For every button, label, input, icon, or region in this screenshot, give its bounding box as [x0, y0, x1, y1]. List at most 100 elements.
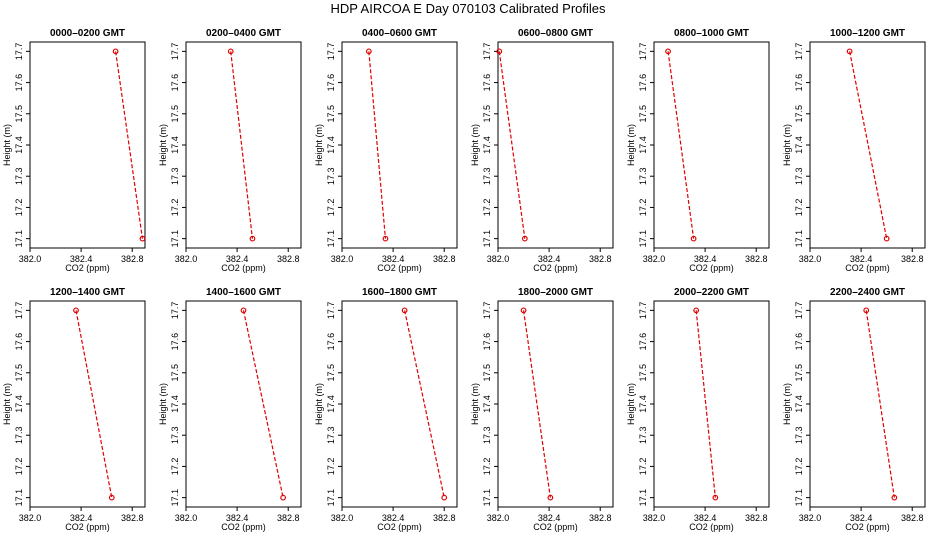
x-tick-label: 382.8 — [901, 513, 924, 523]
y-tick-label: 17.2 — [326, 199, 336, 217]
y-tick-label: 17.3 — [170, 167, 180, 185]
y-tick-label: 17.4 — [638, 395, 648, 413]
profile-line — [230, 51, 254, 239]
x-axis-label: CO2 (ppm) — [65, 263, 110, 273]
x-tick-label: 382.8 — [745, 254, 768, 264]
plot-frame — [185, 41, 302, 249]
data-point — [521, 235, 528, 242]
profile-panel: 1200–1400 GMT 382.0 382.4 382.8 17.1 17.2 17.3… — [2, 287, 146, 532]
profile-line — [368, 51, 387, 239]
profile-panel: 1600–1800 GMT 382.0 382.4 382.8 17.1 17.2 17.3… — [314, 287, 458, 532]
x-tick-label: 382.4 — [382, 513, 405, 523]
y-tick-label: 17.6 — [482, 74, 492, 92]
x-tick-label: 382.4 — [694, 254, 717, 264]
x-tick-label: 382.0 — [19, 513, 42, 523]
y-tick-label: 17.5 — [326, 364, 336, 382]
x-axis-label: CO2 (ppm) — [845, 263, 890, 273]
panel-title: 1200–1400 GMT — [50, 287, 125, 298]
y-tick-label: 17.3 — [326, 426, 336, 444]
y-tick-label: 17.2 — [482, 199, 492, 217]
profile-panel: 0200–0400 GMT 382.0 382.4 382.8 17.1 17.2 17.3… — [158, 28, 302, 273]
y-tick-label: 17.1 — [326, 489, 336, 507]
y-tick-label: 17.4 — [326, 136, 336, 154]
x-tick-label: 382.0 — [19, 254, 42, 264]
data-point — [863, 307, 870, 314]
y-axis-label: Height (m) — [158, 383, 168, 425]
y-tick-label: 17.2 — [482, 458, 492, 476]
y-tick-label: 17.6 — [326, 333, 336, 351]
x-tick-label: 382.4 — [694, 513, 717, 523]
data-point — [712, 494, 719, 501]
y-tick-label: 17.7 — [638, 43, 648, 61]
profile-panel: 1000–1200 GMT 382.0 382.4 382.8 17.1 17.2 17.3… — [782, 28, 926, 273]
x-tick-label: 382.0 — [175, 513, 198, 523]
x-tick-label: 382.0 — [175, 254, 198, 264]
x-tick-label: 382.0 — [331, 254, 354, 264]
data-point — [520, 307, 527, 314]
y-tick-label: 17.7 — [14, 302, 24, 320]
plot-frame — [653, 300, 770, 508]
y-tick-label: 17.5 — [638, 364, 648, 382]
y-tick-label: 17.3 — [14, 426, 24, 444]
x-tick-label: 382.4 — [226, 513, 249, 523]
profile-line — [115, 51, 144, 239]
x-axis-label: CO2 (ppm) — [377, 522, 422, 532]
y-tick-label: 17.2 — [638, 458, 648, 476]
profile-line — [522, 310, 551, 498]
y-tick-label: 17.2 — [14, 199, 24, 217]
panel-title: 0800–1000 GMT — [674, 28, 749, 39]
x-axis-label: CO2 (ppm) — [533, 522, 578, 532]
y-axis-label: Height (m) — [782, 124, 792, 166]
plot-frame — [29, 41, 146, 249]
data-point — [693, 307, 700, 314]
panel-title: 2000–2200 GMT — [674, 287, 749, 298]
x-tick-label: 382.8 — [433, 254, 456, 264]
y-tick-label: 17.1 — [794, 230, 804, 248]
data-point — [240, 307, 247, 314]
y-tick-label: 17.3 — [794, 167, 804, 185]
x-tick-label: 382.4 — [226, 254, 249, 264]
y-axis-label: Height (m) — [626, 124, 636, 166]
y-tick-label: 17.7 — [326, 302, 336, 320]
data-point — [108, 494, 115, 501]
y-tick-label: 17.3 — [638, 426, 648, 444]
y-tick-label: 17.6 — [794, 333, 804, 351]
x-tick-label: 382.4 — [538, 513, 561, 523]
data-point — [846, 48, 853, 55]
profile-panel: 1800–2000 GMT 382.0 382.4 382.8 17.1 17.2 17.3… — [470, 287, 614, 532]
plot-frame — [497, 41, 614, 249]
panel-title: 0400–0600 GMT — [362, 28, 437, 39]
y-tick-label: 17.5 — [170, 105, 180, 123]
y-tick-label: 17.4 — [638, 136, 648, 154]
panel-title: 2200–2400 GMT — [830, 287, 905, 298]
y-tick-label: 17.5 — [482, 105, 492, 123]
y-tick-label: 17.1 — [482, 230, 492, 248]
y-axis-label: Height (m) — [2, 383, 12, 425]
profile-line — [695, 310, 716, 498]
y-tick-label: 17.7 — [326, 43, 336, 61]
y-tick-label: 17.4 — [326, 395, 336, 413]
panel-title: 1800–2000 GMT — [518, 287, 593, 298]
y-tick-label: 17.6 — [170, 333, 180, 351]
y-tick-label: 17.4 — [794, 136, 804, 154]
y-tick-label: 17.2 — [326, 458, 336, 476]
y-tick-label: 17.7 — [794, 302, 804, 320]
y-tick-label: 17.1 — [638, 489, 648, 507]
y-tick-label: 17.7 — [170, 302, 180, 320]
data-point — [690, 235, 697, 242]
y-tick-label: 17.1 — [326, 230, 336, 248]
panel-title: 1600–1800 GMT — [362, 287, 437, 298]
data-point — [382, 235, 389, 242]
y-tick-label: 17.7 — [170, 43, 180, 61]
x-tick-label: 382.8 — [589, 254, 612, 264]
y-tick-label: 17.3 — [482, 167, 492, 185]
profile-panel: 1400–1600 GMT 382.0 382.4 382.8 17.1 17.2 17.3… — [158, 287, 302, 532]
y-tick-label: 17.1 — [14, 230, 24, 248]
x-tick-label: 382.0 — [487, 254, 510, 264]
data-point — [547, 494, 554, 501]
x-tick-label: 382.4 — [538, 254, 561, 264]
data-point — [441, 494, 448, 501]
y-tick-label: 17.4 — [14, 395, 24, 413]
y-tick-label: 17.1 — [170, 489, 180, 507]
y-axis-label: Height (m) — [470, 124, 480, 166]
